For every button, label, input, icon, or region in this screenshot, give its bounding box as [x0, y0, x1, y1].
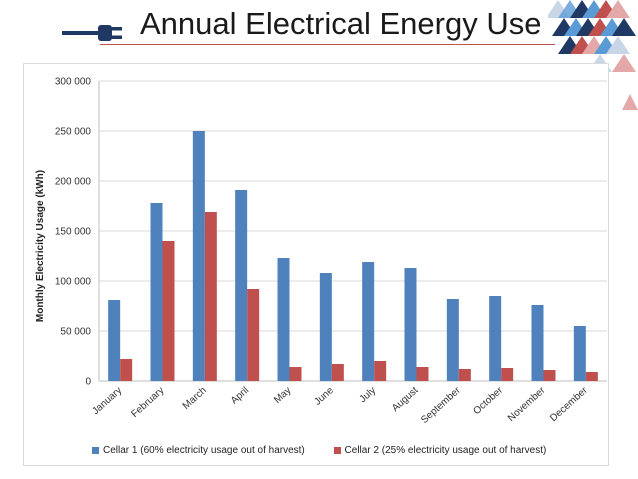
- legend-item-cellar-1: Cellar 1 (60% electricity usage out of h…: [92, 445, 305, 456]
- bar-cellar-2-february: [162, 241, 175, 381]
- x-tick-label: March: [181, 385, 209, 412]
- legend-swatch-cellar-1: [92, 447, 99, 454]
- bar-cellar-2-august: [416, 367, 429, 381]
- bar-cellar-2-december: [585, 372, 598, 381]
- bar-cellar-2-june: [331, 364, 344, 381]
- bar-cellar-1-january: [108, 300, 121, 381]
- x-tick-label: May: [272, 385, 293, 406]
- x-tick-label: November: [506, 385, 548, 424]
- bar-cellar-2-january: [120, 359, 133, 381]
- bar-cellar-1-november: [531, 305, 544, 381]
- bar-cellar-2-april: [247, 289, 260, 381]
- bar-cellar-1-october: [489, 296, 502, 381]
- x-tick-label: February: [129, 385, 166, 420]
- x-tick-label: July: [358, 385, 379, 405]
- plug-icon: [62, 25, 122, 41]
- y-tick-label: 100 000: [55, 277, 92, 288]
- y-tick-label: 200 000: [55, 177, 92, 188]
- legend-swatch-cellar-2: [333, 447, 341, 454]
- bar-cellar-1-december: [573, 326, 586, 381]
- bar-cellar-1-february: [150, 203, 163, 381]
- x-tick-label: December: [548, 385, 590, 424]
- bar-cellar-1-august: [404, 268, 417, 381]
- bar-cellar-2-september: [458, 369, 471, 381]
- bar-cellar-1-june: [319, 273, 332, 381]
- y-tick-label: 250 000: [55, 127, 92, 138]
- x-axis-ticks: January February March April May June July Augu…: [90, 385, 590, 426]
- y-axis-ticks: 0 50 000 100 000 150 000 200 000 250 000 300 0…: [55, 77, 92, 388]
- bar-cellar-1-may: [277, 258, 290, 381]
- bar-cellar-1-july: [362, 262, 375, 381]
- y-tick-label: 150 000: [55, 227, 92, 238]
- x-tick-label: September: [419, 385, 463, 426]
- slide-title: Annual Electrical Energy Use: [140, 6, 542, 41]
- y-axis-label: Monthly Electricity Usage (kWh): [35, 170, 46, 322]
- legend-label-cellar-1: Cellar 1 (60% electricity usage out of h…: [103, 445, 305, 456]
- y-tick-label: 0: [85, 377, 91, 388]
- y-tick-label: 50 000: [60, 327, 91, 338]
- legend-label-cellar-2: Cellar 2 (25% electricity usage out of h…: [344, 445, 547, 456]
- x-tick-label: October: [471, 385, 505, 417]
- bar-cellar-2-july: [374, 361, 387, 381]
- x-tick-label: June: [312, 385, 336, 408]
- bar-cellar-2-november: [543, 370, 556, 381]
- bars: [108, 131, 598, 381]
- slide-header: Annual Electrical Energy Use: [0, 0, 638, 110]
- gridlines: [98, 80, 607, 382]
- title-divider: [100, 44, 555, 45]
- x-tick-label: January: [90, 385, 124, 417]
- legend-item-cellar-2: Cellar 2 (25% electricity usage out of h…: [333, 445, 547, 456]
- chart-area: 0 50 000 100 000 150 000 200 000 250 000 300 0…: [23, 63, 609, 466]
- bar-cellar-2-october: [501, 368, 514, 381]
- bar-cellar-1-april: [235, 190, 248, 381]
- bar-chart: 0 50 000 100 000 150 000 200 000 250 000 300 0…: [35, 77, 607, 426]
- bar-cellar-1-march: [192, 131, 205, 381]
- y-tick-label: 300 000: [55, 77, 92, 88]
- x-tick-label: August: [390, 385, 421, 414]
- x-tick-label: April: [229, 385, 251, 407]
- chart-legend: Cellar 1 (60% electricity usage out of h…: [92, 445, 572, 457]
- bar-cellar-1-september: [446, 299, 459, 381]
- bar-cellar-2-march: [204, 212, 217, 381]
- bar-cellar-2-may: [289, 367, 302, 381]
